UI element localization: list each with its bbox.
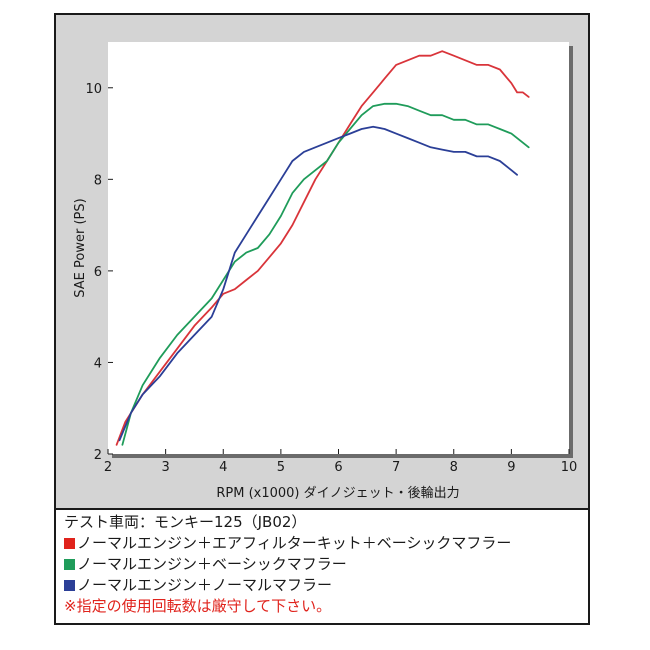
plot-area: [108, 42, 569, 454]
series-lines: [115, 50, 530, 446]
series-line-3: [118, 125, 518, 442]
x-tick-label: 5: [277, 460, 285, 475]
usage-note: ※指定の使用回転数は厳守して下さい。: [64, 597, 332, 615]
y-tick-label: 4: [94, 356, 102, 371]
y-axis-label: SAE Power (PS): [73, 198, 88, 297]
legend-label: ノーマルエンジン＋エアフィルターキット＋ベーシックマフラー: [77, 534, 512, 552]
x-tick-label: 3: [161, 460, 169, 475]
x-tick-label: 10: [561, 460, 578, 475]
legend-label: ノーマルエンジン＋ベーシックマフラー: [77, 555, 347, 573]
x-tick-label: 7: [392, 460, 400, 475]
axis-ticks: 2 3 4 5 6 7 8 9 10 2 4 6 8 10: [85, 82, 577, 475]
legend-item: ノーマルエンジン＋エアフィルターキット＋ベーシックマフラー: [64, 533, 584, 554]
legend-swatch-green: [64, 559, 75, 570]
series-line-2: [121, 102, 530, 446]
y-tick-label: 2: [94, 448, 102, 463]
legend-divider: [56, 508, 588, 510]
vehicle-label: テスト車両：モンキー125（JB02）: [64, 513, 307, 531]
legend: テスト車両：モンキー125（JB02） ノーマルエンジン＋エアフィルターキット＋…: [64, 512, 584, 617]
series-line-1: [115, 50, 530, 446]
y-tick-label: 6: [94, 265, 102, 280]
x-tick-label: 2: [104, 460, 112, 475]
legend-item: ノーマルエンジン＋ノーマルマフラー: [64, 575, 584, 596]
x-axis-label: RPM (x1000) ダイノジェット・後輪出力: [216, 485, 459, 501]
x-tick-label: 8: [450, 460, 458, 475]
y-tick-label: 8: [94, 173, 102, 188]
legend-swatch-red: [64, 538, 75, 549]
x-tick-label: 9: [507, 460, 515, 475]
legend-item: ノーマルエンジン＋ベーシックマフラー: [64, 554, 584, 575]
y-tick-label: 10: [85, 82, 102, 97]
legend-label: ノーマルエンジン＋ノーマルマフラー: [77, 576, 333, 594]
x-tick-label: 4: [219, 460, 227, 475]
x-tick-label: 6: [334, 460, 342, 475]
legend-swatch-blue: [64, 580, 75, 591]
